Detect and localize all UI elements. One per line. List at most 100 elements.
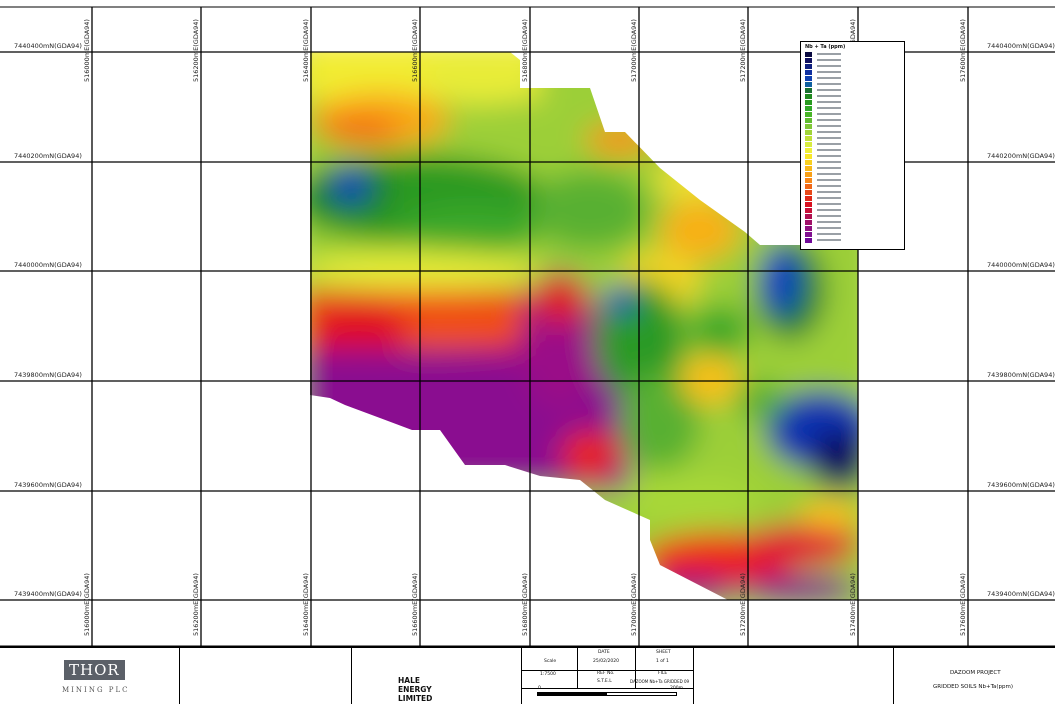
legend-entry: [805, 118, 895, 123]
northing-label-left: 7439600mN(GDA94): [14, 481, 82, 489]
legend-range-text: [817, 143, 841, 145]
legend-swatch: [805, 112, 812, 117]
legend-entry: [805, 154, 895, 159]
legend-entry: [805, 232, 895, 237]
legend-entry: [805, 178, 895, 183]
easting-label-top: 516200mE(GDA94): [192, 19, 200, 82]
easting-label-bottom: 516400mE(GDA94): [302, 573, 310, 636]
easting-label-bottom: 516200mE(GDA94): [192, 573, 200, 636]
easting-label-bottom: 516800mE(GDA94): [521, 573, 529, 636]
legend-swatch: [805, 154, 812, 159]
legend-entry: [805, 130, 895, 135]
legend-entry: [805, 142, 895, 147]
project-name: DAZOOM PROJECT: [950, 670, 1001, 676]
gridded-soils-map: [0, 6, 1055, 646]
legend-entry: [805, 172, 895, 177]
legend-range-text: [817, 89, 841, 91]
legend-swatch: [805, 76, 812, 81]
legend-range-text: [817, 197, 841, 199]
legend-entry: [805, 208, 895, 213]
title-block: THOR MINING PLC HALE ENERGY LIMITED: [0, 646, 1055, 704]
legend-entry: [805, 148, 895, 153]
legend-range-text: [817, 131, 841, 133]
ref-value: S.T.E.L: [597, 679, 612, 684]
northing-label-left: 7439800mN(GDA94): [14, 371, 82, 379]
date-value: 25/02/2020: [593, 659, 619, 664]
legend-entry: [805, 64, 895, 69]
northing-label-right: 7439800mN(GDA94): [987, 371, 1055, 379]
blank-cell: [352, 648, 522, 704]
northing-label-right: 7439600mN(GDA94): [987, 481, 1055, 489]
logo-cell: THOR MINING PLC: [0, 648, 180, 704]
legend-swatch: [805, 190, 812, 195]
easting-label-bottom: 517600mE(GDA94): [959, 573, 967, 636]
legend-entry: [805, 184, 895, 189]
legend-swatch: [805, 160, 812, 165]
legend-entry: [805, 166, 895, 171]
legend-swatch: [805, 214, 812, 219]
legend-range-text: [817, 227, 841, 229]
legend-swatch: [805, 130, 812, 135]
legend-title: Nb + Ta (ppm): [805, 44, 846, 50]
northing-label-right: 7440000mN(GDA94): [987, 261, 1055, 269]
legend-swatch: [805, 64, 812, 69]
legend-range-text: [817, 215, 841, 217]
northing-label-right: 7439400mN(GDA94): [987, 590, 1055, 598]
legend-entry: [805, 52, 895, 57]
legend-swatch: [805, 58, 812, 63]
legend-swatch: [805, 226, 812, 231]
project-cell: [894, 648, 1055, 704]
legend-range-text: [817, 107, 841, 109]
legend-entry: [805, 136, 895, 141]
legend-entry: [805, 202, 895, 207]
easting-label-bottom: 516000mE(GDA94): [83, 573, 91, 636]
legend-entry: [805, 100, 895, 105]
legend-range-text: [817, 167, 841, 169]
legend-entry: [805, 160, 895, 165]
legend-swatch: [805, 136, 812, 141]
legend-range-text: [817, 77, 841, 79]
legend-range-text: [817, 191, 841, 193]
legend-range-text: [817, 173, 841, 175]
legend-swatch: [805, 196, 812, 201]
legend-swatch: [805, 94, 812, 99]
legend-range-text: [817, 239, 841, 241]
easting-label-top: 516800mE(GDA94): [521, 19, 529, 82]
legend-entry: [805, 88, 895, 93]
legend-entry: [805, 214, 895, 219]
surface-fill: [310, 52, 858, 600]
legend-entry: [805, 70, 895, 75]
legend-swatch: [805, 52, 812, 57]
easting-label-bottom: 517000mE(GDA94): [630, 573, 638, 636]
legend-range-text: [817, 95, 841, 97]
scale-bar-end: 200m: [670, 686, 683, 691]
legend-entry: [805, 220, 895, 225]
legend-range-text: [817, 203, 841, 205]
legend-range-text: [817, 125, 841, 127]
grid-lines: [0, 6, 1055, 646]
scale-bar: [537, 692, 677, 696]
map-subtitle: GRIDDED SOILS Nb+Ta(ppm): [933, 684, 1014, 690]
legend-range-text: [817, 113, 841, 115]
legend-swatch: [805, 106, 812, 111]
map-legend: Nb + Ta (ppm): [800, 41, 905, 250]
legend-range-text: [817, 101, 841, 103]
legend-range-text: [817, 59, 841, 61]
legend-swatch: [805, 70, 812, 75]
sheet-value: 1 of 1: [656, 659, 669, 664]
legend-swatch: [805, 184, 812, 189]
legend-swatch: [805, 172, 812, 177]
easting-label-bottom: 516600mE(GDA94): [411, 573, 419, 636]
legend-entry: [805, 124, 895, 129]
ref-label: REF No.: [597, 671, 615, 676]
easting-label-top: 517000mE(GDA94): [630, 19, 638, 82]
scale-label: Scale: [544, 659, 557, 664]
legend-entry: [805, 238, 895, 243]
legend-swatch: [805, 208, 812, 213]
legend-range-text: [817, 209, 841, 211]
company-logo-subtext: MINING PLC: [62, 686, 130, 694]
legend-swatch: [805, 178, 812, 183]
legend-swatch: [805, 100, 812, 105]
legend-range-text: [817, 155, 841, 157]
legend-swatch: [805, 118, 812, 123]
